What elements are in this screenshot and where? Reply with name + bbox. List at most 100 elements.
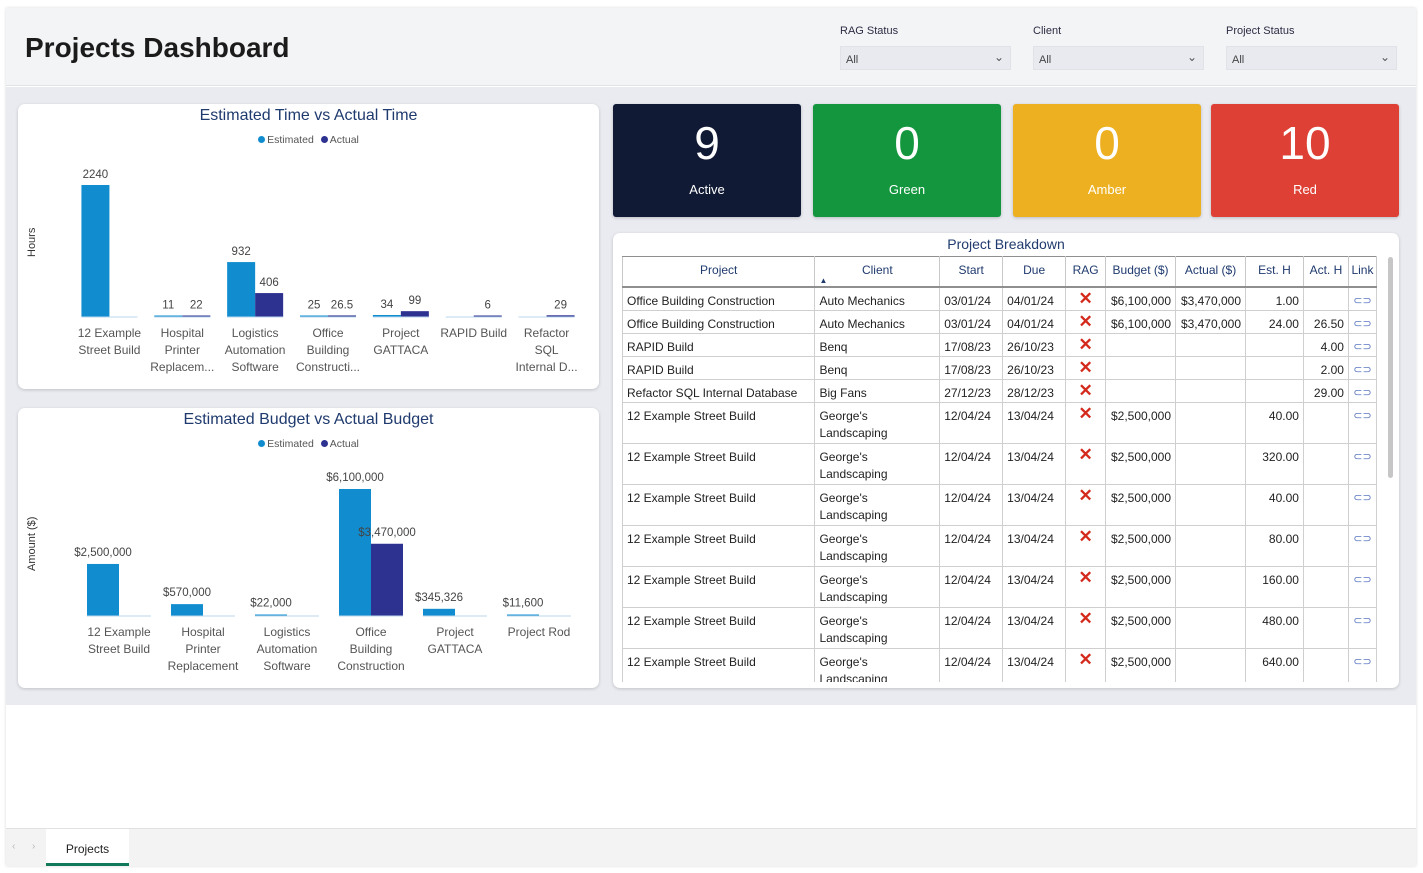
column-header-project[interactable]: Project — [622, 256, 816, 287]
table-row[interactable]: RAPID Build Benq 17/08/23 26/10/23 ✕ 4.00 ⊂⊃ — [622, 332, 1377, 357]
bar-estimated[interactable] — [372, 314, 401, 317]
link-icon[interactable]: ⊂⊃ — [1347, 378, 1377, 403]
bar-estimated[interactable] — [423, 608, 455, 616]
table-scrollbar[interactable] — [1388, 257, 1393, 478]
bar-actual[interactable] — [546, 315, 575, 317]
cell-client-line: Landscaping — [819, 589, 888, 604]
kpi-card-amber[interactable]: 0 Amber — [1013, 104, 1201, 217]
cell-client-line: Benq — [819, 339, 848, 354]
link-icon[interactable]: ⊂⊃ — [1347, 524, 1377, 567]
link-icon[interactable]: ⊂⊃ — [1347, 565, 1377, 608]
table-row[interactable]: 12 Example Street Build George's Landscapi… — [622, 483, 1377, 526]
client-filter: Client All ⌄ — [1033, 25, 1204, 70]
column-header-client[interactable]: Client ▲ — [814, 256, 941, 287]
cell-actual — [1175, 565, 1247, 608]
table-row[interactable]: Office Building Construction Auto Mechani… — [622, 309, 1377, 334]
cell-client-line: George's — [819, 408, 868, 423]
bar-estimated[interactable] — [339, 489, 371, 616]
legend-estimated[interactable]: Estimated — [267, 438, 314, 450]
bar-estimated[interactable] — [507, 614, 539, 617]
x-tick-label: Software — [231, 360, 279, 374]
next-page-icon[interactable]: › — [32, 841, 36, 852]
rag-status-dropdown[interactable]: All ⌄ — [840, 46, 1011, 70]
project-status-dropdown[interactable]: All ⌄ — [1226, 46, 1397, 70]
cell-act-h: 29.00 — [1302, 378, 1349, 403]
bar-actual[interactable] — [255, 293, 284, 317]
bar-estimated[interactable] — [300, 315, 328, 318]
link-icon[interactable]: ⊂⊃ — [1347, 332, 1377, 357]
column-header-budget[interactable]: Budget ($) — [1105, 256, 1177, 287]
table-row[interactable]: RAPID Build Benq 17/08/23 26/10/23 ✕ 2.00 ⊂⊃ — [622, 355, 1377, 380]
bar-estimated[interactable] — [87, 563, 119, 616]
cell-budget: $2,500,000 — [1105, 606, 1177, 649]
cell-act-h: 2.00 — [1302, 355, 1349, 380]
link-icon[interactable]: ⊂⊃ — [1347, 647, 1377, 682]
time-chart-panel[interactable]: Estimated Time vs Actual Time Estimated … — [18, 104, 599, 389]
cell-budget: $2,500,000 — [1105, 524, 1177, 567]
legend-actual[interactable]: Actual — [329, 438, 359, 450]
cell-budget: $2,500,000 — [1105, 442, 1177, 485]
bar-actual[interactable] — [400, 311, 429, 317]
column-header-actual[interactable]: Actual ($) — [1175, 256, 1247, 287]
column-header-est-h[interactable]: Est. H — [1245, 256, 1304, 287]
data-label: $11,600 — [503, 598, 544, 610]
cell-due: 13/04/24 — [1002, 524, 1067, 567]
bar-estimated[interactable] — [81, 185, 110, 317]
bar-actual[interactable] — [182, 315, 211, 318]
prev-page-icon[interactable]: ‹ — [12, 841, 16, 852]
table-row[interactable]: 12 Example Street Build George's Landscapi… — [622, 401, 1377, 444]
link-icon[interactable]: ⊂⊃ — [1347, 401, 1377, 444]
link-icon[interactable]: ⊂⊃ — [1347, 483, 1377, 526]
legend-actual[interactable]: Actual — [329, 134, 359, 146]
table-row[interactable]: 12 Example Street Build George's Landscapi… — [622, 647, 1377, 683]
cell-budget: $2,500,000 — [1105, 401, 1177, 444]
bar-actual[interactable] — [328, 315, 356, 317]
cell-due: 13/04/24 — [1002, 401, 1067, 444]
cell-project: 12 Example Street Build — [622, 647, 816, 682]
column-header-link[interactable]: Link — [1347, 256, 1377, 287]
table-row[interactable]: 12 Example Street Build George's Landscapi… — [622, 442, 1377, 485]
table-row[interactable]: Refactor SQL Internal Database Big Fans 27… — [622, 378, 1377, 403]
cell-project: RAPID Build — [622, 332, 816, 357]
table-row[interactable]: 12 Example Street Build George's Landscapi… — [622, 524, 1377, 567]
table-row[interactable]: 12 Example Street Build George's Landscapi… — [622, 565, 1377, 608]
link-icon[interactable]: ⊂⊃ — [1347, 442, 1377, 485]
bar-actual[interactable] — [473, 315, 502, 318]
table-header-row: Project Client ▲ Start Due RAG Budget ($)… — [622, 256, 1377, 287]
link-icon[interactable]: ⊂⊃ — [1347, 606, 1377, 649]
column-header-act-h[interactable]: Act. H — [1302, 256, 1349, 287]
bar-estimated[interactable] — [171, 604, 203, 616]
bar-estimated[interactable] — [255, 614, 287, 617]
column-header-start[interactable]: Start — [939, 256, 1004, 287]
kpi-card-active[interactable]: 9 Active — [613, 104, 801, 217]
client-dropdown[interactable]: All ⌄ — [1033, 46, 1204, 70]
cell-est-h: 320.00 — [1245, 442, 1304, 485]
table-row[interactable]: 12 Example Street Build George's Landscapi… — [622, 606, 1377, 649]
column-header-rag[interactable]: RAG — [1065, 256, 1107, 287]
table-scroll-area[interactable]: Project Client ▲ Start Due RAG Budget ($)… — [622, 256, 1377, 682]
bar-actual[interactable] — [371, 543, 403, 616]
rag-red-cross-icon: ✕ — [1065, 378, 1107, 403]
link-icon[interactable]: ⊂⊃ — [1347, 355, 1377, 380]
x-tick-label: SQL — [535, 343, 559, 357]
cell-client-line: George's — [819, 531, 868, 546]
cell-client-line: Landscaping — [819, 671, 888, 683]
tab-projects[interactable]: Projects — [46, 829, 129, 866]
column-header-due[interactable]: Due — [1002, 256, 1067, 287]
kpi-card-green[interactable]: 0 Green — [813, 104, 1001, 217]
bar-estimated[interactable] — [154, 315, 183, 318]
cell-budget: $2,500,000 — [1105, 565, 1177, 608]
chart-legend: Estimated Actual — [18, 438, 599, 450]
link-icon[interactable]: ⊂⊃ — [1347, 309, 1377, 334]
cell-start: 12/04/24 — [939, 442, 1004, 485]
budget-chart-panel[interactable]: Estimated Budget vs Actual Budget Estima… — [18, 408, 599, 688]
x-tick-label: Office — [355, 625, 386, 639]
bar-estimated[interactable] — [227, 262, 256, 317]
legend-estimated[interactable]: Estimated — [267, 134, 314, 146]
kpi-card-red[interactable]: 10 Red — [1211, 104, 1399, 217]
cell-client: George's Landscaping — [814, 565, 941, 608]
link-icon[interactable]: ⊂⊃ — [1347, 285, 1377, 311]
table-row[interactable]: Office Building Construction Auto Mechani… — [622, 285, 1377, 311]
cell-est-h: 40.00 — [1245, 401, 1304, 444]
x-tick-label: Software — [263, 659, 311, 673]
